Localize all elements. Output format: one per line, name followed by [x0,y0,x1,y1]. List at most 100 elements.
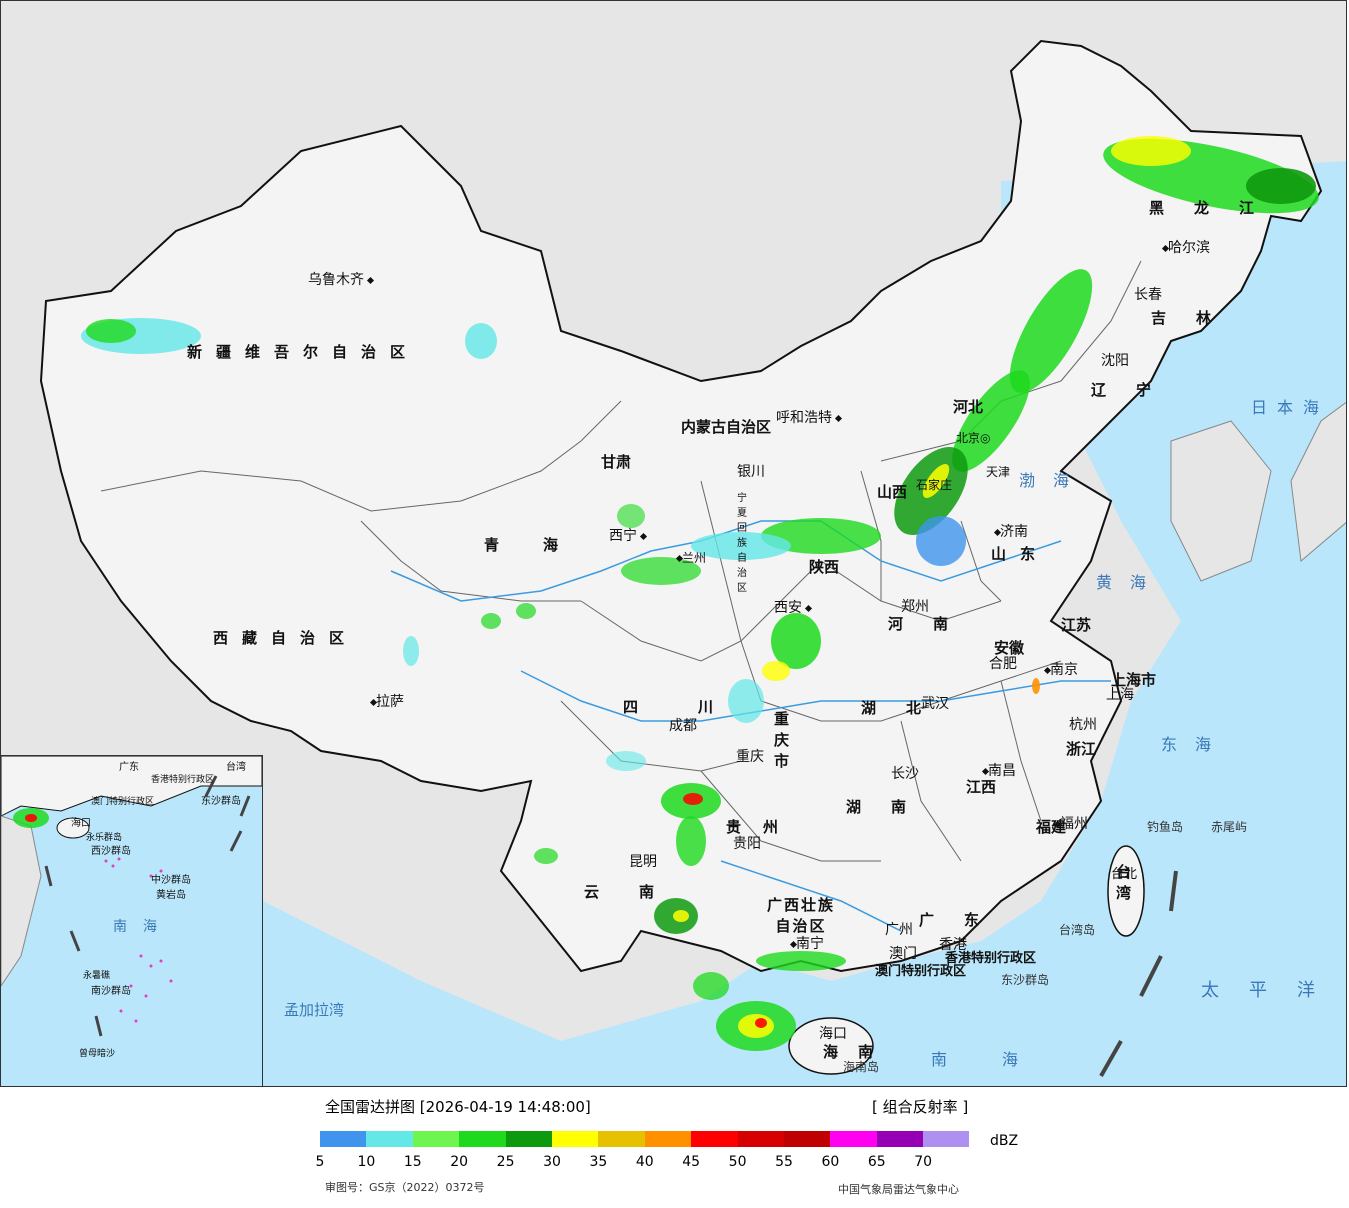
province-liaoning: 辽宁 [1091,381,1182,399]
scale-tick-label: 40 [635,1154,654,1170]
province-chongqing: 重庆市 [774,710,790,770]
sea-japan: 日本海 [1251,398,1330,417]
city-haikou: 海口 [819,1026,847,1042]
province-hubei: 湖北 [861,699,952,717]
inset-label-nansha: 南沙群岛 [91,986,131,997]
city-shenyang: 沈阳 [1101,353,1129,369]
bay-of-bengal [263,901,421,1086]
city-changsha: 长沙 [891,766,919,782]
legend-panel: 全国雷达拼图 [2026-04-19 14:48:00] [ 组合反射率 ] d… [0,1088,1349,1208]
city-fuzhou: 福州 [1051,813,1088,833]
island-diaoyu: 钓鱼岛 [1147,820,1184,834]
city-jinan: 济南 [991,521,1028,541]
radar-echoes [81,136,1319,1051]
scale-tick-label: 60 [821,1154,840,1170]
province-zhejiang: 浙江 [1066,740,1097,758]
hainan-island [788,1017,874,1075]
legend-title: 全国雷达拼图 [2026-04-19 14:48:00] [325,1098,591,1116]
maritime-boundary-dashes [1099,870,1178,1077]
legend-unit: dBZ [990,1133,1019,1149]
legend-product: [ 组合反射率 ] [872,1098,969,1116]
city-urumqi: 乌鲁木齐 [308,269,375,289]
city-yinchuan: 银川 [737,464,765,480]
province-henan: 河南 [888,615,979,633]
province-jiangxi: 江西 [966,778,997,796]
city-harbin: 哈尔滨 [1159,237,1210,257]
city-chongqing: 重庆 [736,749,764,765]
city-shijiazhuang: 石家庄 [916,478,953,492]
province-shandong: 山东 [991,545,1050,563]
map-approval-number: 审图号：GS京（2022）0372号 [325,1181,485,1194]
city-tianjin: 天津 [986,465,1011,479]
sar-hongkong: 香港特别行政区 [945,951,1037,966]
province-qinghai: 青海 [484,536,603,554]
rivers [390,520,1111,932]
china-land [39,39,1323,973]
province-jiangsu: 江苏 [1061,616,1092,634]
island-hainan: 海南岛 [843,1060,880,1074]
taiwan-island [1107,845,1145,937]
province-guangxi: 广西壮族自治区 [766,896,835,935]
province-xizang: 西藏自治区 [213,629,359,647]
sea-bengal: 孟加拉湾 [284,1001,345,1019]
province-neimenggu: 内蒙古自治区 [681,418,772,436]
scale-tick-label: 55 [775,1154,793,1170]
inset-label-zengmu: 曾母暗沙 [79,1049,116,1059]
province-gansu: 甘肃 [601,453,632,471]
scale-tick-label: 20 [450,1154,469,1170]
city-zhengzhou: 郑州 [901,599,929,615]
city-wuhan: 武汉 [921,696,949,712]
city-kunming: 昆明 [629,854,657,870]
inset-label-hk: 香港特别行政区 [151,775,215,785]
city-hangzhou: 杭州 [1069,717,1097,733]
color-swatch [830,1131,877,1147]
color-swatch [644,1131,692,1147]
color-swatch [923,1131,970,1147]
japan-island [1290,401,1346,562]
province-shanghai: 上海市 [1111,671,1157,689]
city-guiyang: 贵阳 [733,836,761,852]
inset-label-haikou: 海口 [71,818,91,829]
city-shanghai: 上海 [1106,687,1134,703]
color-swatch [459,1131,506,1147]
province-shaanxi: 陕西 [809,558,840,576]
inset-map-canvas [1,756,262,1037]
inset-label-yongle: 永乐群岛 [86,833,123,843]
color-swatch [598,1131,645,1147]
city-taipei: 台北 [1111,867,1138,882]
scale-tick-label: 70 [914,1154,933,1170]
province-hebei: 河北 [953,398,984,416]
city-nanjing: 南京 [1041,659,1078,679]
scale-tick-label: 30 [543,1154,561,1170]
island-taiwan: 台湾岛 [1059,923,1096,937]
scale-tick-label: 5 [315,1154,325,1170]
city-xining: 西宁 [609,525,648,545]
color-swatch [505,1131,552,1147]
sea-east: 东海 [1161,735,1230,754]
scale-tick-label: 10 [357,1154,376,1170]
color-swatch [366,1131,413,1147]
province-anhui: 安徽 [994,639,1025,657]
province-sichuan: 四川 [623,698,774,716]
city-hefei: 合肥 [989,656,1017,672]
scale-tick-label: 45 [682,1154,701,1170]
city-guangzhou: 广州 [885,922,913,938]
scale-tick-label: 65 [867,1154,886,1170]
inset-label-huangyan: 黄岩岛 [156,890,186,901]
city-macau: 澳门 [889,946,917,962]
city-hongkong: 香港 [939,937,967,953]
inset-label-macau: 澳门特别行政区 [91,797,155,807]
color-swatch [783,1131,831,1147]
city-nanning: 南宁 [787,933,824,953]
province-guizhou: 贵州 [726,818,801,836]
city-lhasa: 拉萨 [367,691,404,711]
city-changchun: 长春 [1134,287,1162,303]
agency-name: 中国气象局雷达气象中心 [838,1183,959,1196]
city-xian: 西安 [774,597,813,617]
scale-tick-label: 50 [728,1154,747,1170]
scale-tick-label: 35 [589,1154,608,1170]
province-jilin: 吉林 [1151,309,1242,327]
province-xinjiang: 新疆维吾尔自治区 [187,343,420,361]
inset-label-taiwan: 台湾 [226,762,246,773]
sar-macau: 澳门特别行政区 [875,964,967,979]
